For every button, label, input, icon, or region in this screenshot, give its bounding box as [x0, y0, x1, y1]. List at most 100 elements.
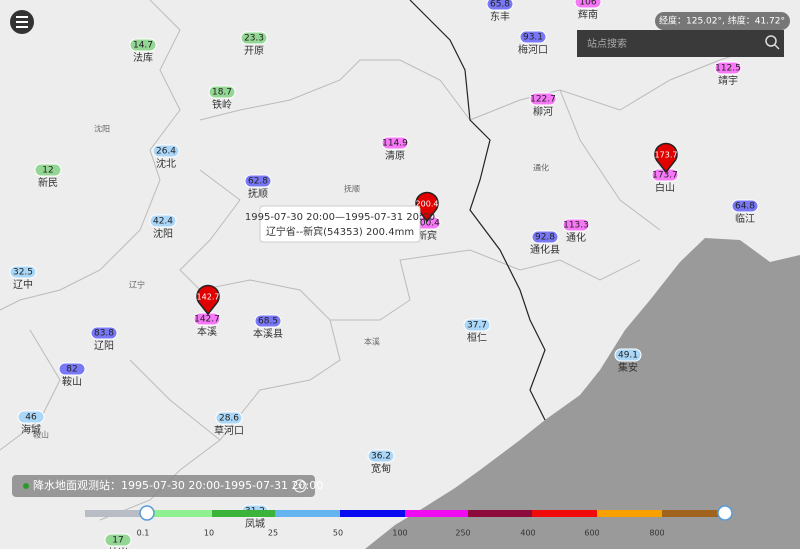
station-name: 临江: [735, 212, 755, 225]
station-pill[interactable]: [34, 163, 62, 177]
station-name: 东丰: [490, 10, 510, 23]
station[interactable]: 23.3开原: [240, 31, 268, 57]
station-pill[interactable]: [208, 85, 236, 99]
station-name: 海城: [21, 423, 41, 436]
station[interactable]: 113.3通化: [562, 218, 590, 244]
station-pill[interactable]: [215, 411, 243, 425]
station-pill[interactable]: [574, 0, 602, 9]
menu-button[interactable]: [10, 10, 34, 34]
station-pill[interactable]: [104, 533, 132, 547]
station-name: 通化县: [530, 243, 560, 256]
station[interactable]: 42.4沈阳: [149, 214, 177, 240]
station-pill[interactable]: [531, 230, 559, 244]
footer-close[interactable]: x: [293, 479, 307, 493]
footer-title: 降水地面观测站：1995-07-30 20:00-1995-07-31 20:0…: [33, 478, 323, 492]
station-name: 本溪县: [253, 327, 283, 340]
station[interactable]: 37.7桓仁: [463, 318, 491, 344]
station-name: 宽甸: [371, 462, 391, 475]
station-value: 122.7: [530, 95, 556, 105]
station-pill[interactable]: [381, 136, 409, 150]
legend-tick-label: 400: [520, 529, 535, 538]
station-pill[interactable]: [244, 174, 272, 188]
station-pill[interactable]: [714, 61, 742, 75]
region-label: 通化: [533, 163, 549, 173]
station-name: 柳河: [533, 105, 553, 118]
station-value: 28.6: [219, 414, 239, 424]
station-pill[interactable]: [731, 199, 759, 213]
search-box[interactable]: [577, 30, 784, 57]
national-border: [409, 0, 546, 421]
station-value: 173.7: [652, 171, 678, 181]
station-pill[interactable]: [129, 38, 157, 52]
station[interactable]: 14.7法库: [129, 38, 157, 64]
tooltip-box: [259, 205, 421, 243]
station[interactable]: 142.7本溪: [193, 312, 221, 338]
station[interactable]: 114.9清原: [381, 136, 409, 162]
station[interactable]: 32.5辽中: [9, 265, 37, 291]
station[interactable]: 18.7铁岭: [208, 85, 236, 111]
legend-tick-label: 100: [392, 529, 407, 538]
station-value: 114.9: [382, 139, 408, 149]
station[interactable]: 26.4沈北: [152, 144, 180, 170]
marker-value: 173.7: [655, 151, 678, 160]
station[interactable]: 17岫岩: [104, 533, 132, 553]
station[interactable]: 83.8辽阳: [90, 326, 118, 352]
province-boundaries: [0, 0, 781, 521]
station-name: 梅河口: [518, 43, 548, 56]
station-pill[interactable]: [463, 318, 491, 332]
station-value: 36.2: [371, 452, 391, 462]
search-icon[interactable]: [765, 35, 780, 50]
station-pill[interactable]: [486, 0, 514, 11]
station-value: 142.7: [194, 315, 220, 325]
station[interactable]: 112.5靖宇: [714, 61, 742, 87]
legend-tick-label: 10: [204, 529, 214, 538]
station-pill[interactable]: [254, 314, 282, 328]
coordinates: 经度：125.02°, 纬度：41.72°: [659, 15, 785, 27]
station-name: 桓仁: [467, 331, 487, 344]
station[interactable]: 65.8东丰: [486, 0, 514, 23]
station-pill[interactable]: [367, 449, 395, 463]
station-pill[interactable]: [519, 30, 547, 44]
station-value: 93.1: [523, 33, 543, 43]
marker[interactable]: 142.7: [196, 284, 220, 316]
station[interactable]: 64.8临江: [731, 199, 759, 225]
station-pill[interactable]: [614, 348, 642, 362]
station-pill[interactable]: [9, 265, 37, 279]
station-name: 新宾: [417, 229, 437, 242]
legend-tick-label: 600: [584, 529, 599, 538]
station[interactable]: 36.2宽甸: [367, 449, 395, 475]
station-pill[interactable]: [152, 144, 180, 158]
marker-value: 142.7: [197, 293, 220, 302]
legend-handle[interactable]: [717, 505, 733, 521]
legend-tick-label: 800: [649, 529, 664, 538]
station-value: 65.8: [490, 0, 510, 10]
region-label: 抚顺: [344, 184, 360, 194]
legend-handle[interactable]: [139, 505, 155, 521]
station-value: 82: [66, 365, 77, 375]
station-pill[interactable]: [529, 92, 557, 106]
legend-swatch: [662, 510, 725, 517]
station[interactable]: 122.7柳河: [529, 92, 557, 118]
station-pill[interactable]: [17, 410, 45, 424]
station-pill[interactable]: [562, 218, 590, 232]
marker[interactable]: 173.7: [654, 142, 678, 174]
station-pill[interactable]: [58, 362, 86, 376]
station-pill[interactable]: [240, 31, 268, 45]
marker-pin[interactable]: [196, 284, 220, 316]
station-pill[interactable]: [149, 214, 177, 228]
station[interactable]: 62.8抚顺: [244, 174, 272, 200]
station[interactable]: 49.1集安: [614, 348, 642, 374]
legend-swatch: [275, 510, 340, 517]
search-placeholder: 站点搜索: [587, 37, 627, 50]
marker-pin[interactable]: [654, 142, 678, 174]
station-pill[interactable]: [90, 326, 118, 340]
station[interactable]: 173.7白山: [651, 168, 679, 194]
